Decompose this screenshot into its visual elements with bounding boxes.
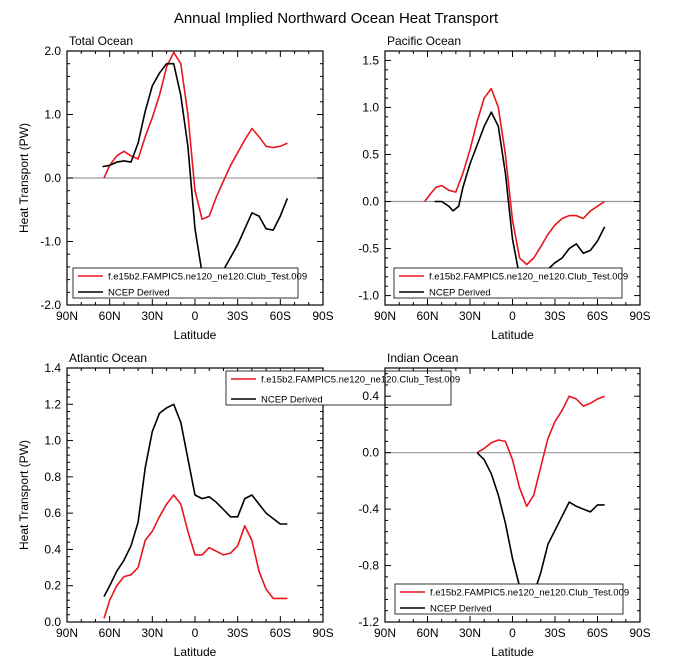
legend-label-model: f.e15b2.FAMPIC5.ne120_ne120.Club_Test.00…	[429, 272, 628, 283]
x-tick-label: 30S	[227, 309, 248, 323]
series-line-ncep	[103, 403, 288, 597]
legend-label-ncep: NCEP Derived	[108, 288, 170, 299]
panel-indian-ocean: Indian Ocean 90N 60N 30N 0 30S 60S 90S -1.2 -0.8 -…	[358, 351, 650, 659]
figure-title: Annual Implied Northward Ocean Heat Tran…	[174, 10, 499, 27]
y-tick-label: -0.4	[358, 502, 379, 516]
y-axis-label: Heat Transport (PW)	[17, 123, 31, 233]
y-tick-label: -1.0	[40, 235, 61, 249]
x-tick-label: 90S	[312, 626, 333, 640]
x-tick-label: 60N	[416, 309, 438, 323]
legend-box	[72, 267, 299, 299]
x-tick-label: 60S	[270, 626, 291, 640]
x-tick-label: 30S	[227, 626, 248, 640]
y-tick-label: -0.8	[358, 559, 379, 573]
x-tick-label: 60N	[416, 626, 438, 640]
y-tick-label: 1.0	[44, 108, 61, 122]
legend-label-ncep: NCEP Derived	[261, 395, 323, 406]
x-tick-label: 60S	[587, 626, 608, 640]
y-tick-label: 0.4	[362, 389, 379, 403]
panel-atlantic-ocean: Atlantic Ocean 90N 60N 30N 0 30S 60S 90S 0.0 0.2 0…	[17, 351, 460, 659]
x-tick-label: 0	[192, 626, 199, 640]
x-tick-label: 90N	[56, 626, 78, 640]
series-line-model	[103, 494, 288, 619]
y-tick-label: -2.0	[40, 298, 61, 312]
y-tick-label: 1.4	[44, 361, 61, 375]
y-tick-label: 1.5	[362, 53, 379, 67]
x-tick-label: 90S	[629, 309, 650, 323]
x-tick-label: 30S	[544, 309, 565, 323]
series-line-ncep	[434, 111, 606, 290]
y-tick-label: 0.0	[362, 446, 379, 460]
plot-frame	[384, 50, 641, 306]
panel-title: Pacific Ocean	[387, 34, 461, 48]
y-tick-label: 0.4	[44, 542, 61, 556]
x-axis-label: Latitude	[491, 328, 534, 342]
series-line-ncep	[102, 62, 289, 285]
y-tick-label: 0.8	[44, 470, 61, 484]
legend-box	[393, 267, 623, 299]
x-tick-label: 60N	[99, 626, 121, 640]
y-tick-label: -0.5	[358, 242, 379, 256]
legend-label-model: f.e15b2.FAMPIC5.ne120_ne120.Club_Test.00…	[261, 375, 460, 386]
panel-title: Total Ocean	[69, 34, 133, 48]
x-tick-label: 0	[192, 309, 199, 323]
series-line-model	[476, 395, 605, 508]
y-tick-label: 0.0	[44, 615, 61, 629]
x-tick-label: 30S	[544, 626, 565, 640]
y-axis-label: Heat Transport (PW)	[17, 440, 31, 550]
panel-title: Indian Ocean	[387, 351, 458, 365]
y-tick-label: 0.5	[362, 147, 379, 161]
panel-title: Atlantic Ocean	[69, 351, 147, 365]
x-axis-label: Latitude	[174, 645, 217, 659]
legend-label-ncep: NCEP Derived	[429, 288, 491, 299]
y-tick-label: 0.6	[44, 506, 61, 520]
y-tick-label: -1.0	[358, 289, 379, 303]
x-tick-label: 30N	[141, 626, 163, 640]
legend-label-ncep: NCEP Derived	[430, 604, 492, 615]
x-tick-label: 30N	[141, 309, 163, 323]
x-tick-label: 90S	[629, 626, 650, 640]
series-line-model	[103, 51, 288, 221]
x-tick-label: 0	[509, 626, 516, 640]
y-tick-label: 1.2	[44, 397, 61, 411]
legend: f.e15b2.FAMPIC5.ne120_ne120.Club_Test.00…	[225, 370, 460, 406]
x-tick-label: 60N	[99, 309, 121, 323]
y-tick-label: 0.0	[44, 171, 61, 185]
y-tick-label: 1.0	[362, 100, 379, 114]
x-tick-label: 0	[509, 309, 516, 323]
x-axis-label: Latitude	[174, 328, 217, 342]
y-tick-label: 2.0	[44, 44, 61, 58]
legend: f.e15b2.FAMPIC5.ne120_ne120.Club_Test.00…	[72, 267, 307, 299]
x-tick-label: 60S	[270, 309, 291, 323]
x-axis-label: Latitude	[491, 645, 534, 659]
y-tick-label: 0.0	[362, 195, 379, 209]
y-tick-label: 0.2	[44, 579, 61, 593]
x-tick-label: 60S	[587, 309, 608, 323]
y-tick-label: 1.0	[44, 434, 61, 448]
legend: f.e15b2.FAMPIC5.ne120_ne120.Club_Test.00…	[394, 583, 629, 615]
x-tick-label: 90N	[374, 309, 396, 323]
series-line-ncep	[476, 452, 605, 599]
x-tick-label: 90N	[374, 626, 396, 640]
x-tick-label: 90S	[312, 309, 333, 323]
x-tick-label: 90N	[56, 309, 78, 323]
legend-label-model: f.e15b2.FAMPIC5.ne120_ne120.Club_Test.00…	[108, 272, 307, 283]
y-tick-label: -1.2	[358, 615, 379, 629]
panel-pacific-ocean: Pacific Ocean 90N 60N 30N 0 30S 60S 90S -1.0 -0.5…	[358, 34, 650, 342]
panel-total-ocean: Total Ocean 90N 60N 30N 0 30S 60S 90S -2.0 -1.0 0.…	[17, 34, 334, 342]
legend-label-model: f.e15b2.FAMPIC5.ne120_ne120.Club_Test.00…	[430, 588, 629, 599]
legend: f.e15b2.FAMPIC5.ne120_ne120.Club_Test.00…	[393, 267, 628, 299]
legend-box	[394, 583, 624, 615]
legend-box	[225, 370, 452, 406]
x-tick-label: 30N	[459, 309, 481, 323]
x-tick-label: 30N	[459, 626, 481, 640]
series-line-model	[424, 87, 606, 266]
